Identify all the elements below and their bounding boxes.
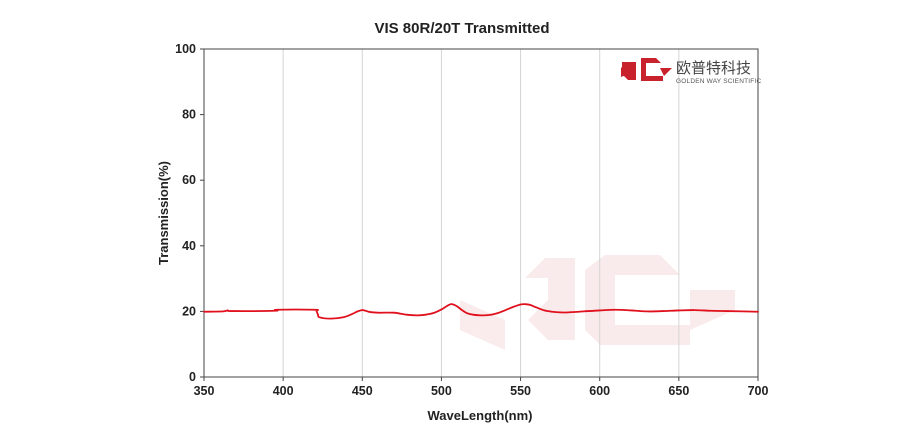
- x-tick-label: 400: [273, 384, 294, 398]
- x-tick-label: 500: [431, 384, 452, 398]
- y-tick-label: 100: [175, 42, 196, 56]
- x-tick-label: 550: [510, 384, 531, 398]
- x-axis-label: WaveLength(nm): [428, 408, 533, 423]
- watermark-logo: [460, 255, 735, 350]
- y-tick-label: 80: [182, 108, 196, 122]
- brand-mark-icon: [621, 58, 672, 81]
- x-tick-label: 650: [668, 384, 689, 398]
- y-tick-label: 0: [189, 370, 196, 384]
- x-tick-label: 700: [748, 384, 769, 398]
- y-tick-label: 60: [182, 173, 196, 187]
- y-tick-label: 40: [182, 239, 196, 253]
- x-tick-label: 600: [589, 384, 610, 398]
- y-axis-label: Transmission(%): [156, 161, 171, 265]
- chart-title: VIS 80R/20T Transmitted: [374, 20, 549, 37]
- x-tick-label: 450: [352, 384, 373, 398]
- brand-name-cn: 欧普特科技: [676, 60, 751, 77]
- x-tick-label: 350: [194, 384, 215, 398]
- y-tick-label: 20: [182, 304, 196, 318]
- brand-name-en: GOLDEN WAY SCIENTIFIC: [676, 78, 761, 85]
- brand-logo: 欧普特科技 GOLDEN WAY SCIENTIFIC: [621, 58, 761, 85]
